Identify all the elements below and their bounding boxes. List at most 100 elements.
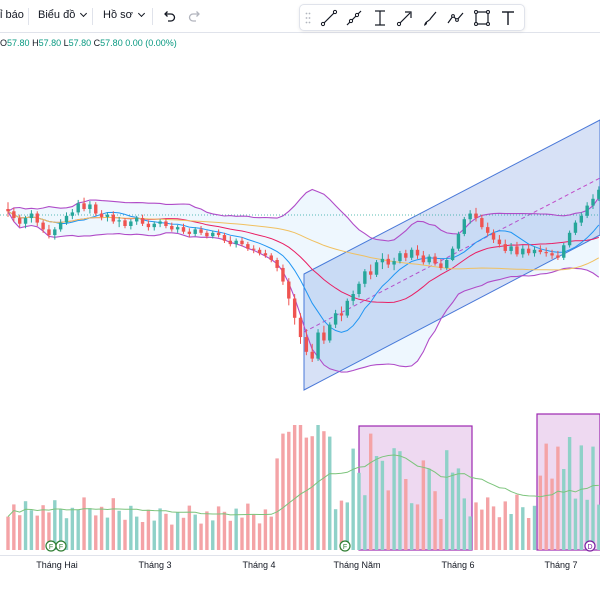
arrow-icon[interactable] bbox=[395, 8, 415, 28]
event-marker: F bbox=[55, 540, 67, 552]
volume-bar bbox=[585, 499, 589, 550]
brush-icon[interactable] bbox=[421, 8, 441, 28]
volume-bar bbox=[439, 519, 443, 550]
candle bbox=[76, 199, 80, 215]
undo-icon[interactable] bbox=[160, 7, 178, 25]
candle-body bbox=[304, 337, 309, 352]
candle-body bbox=[579, 215, 583, 223]
candle bbox=[363, 269, 367, 288]
volume-bar bbox=[556, 446, 560, 550]
candle bbox=[421, 250, 426, 265]
candle-body bbox=[47, 229, 51, 236]
volume-bar bbox=[526, 518, 531, 550]
candle-body bbox=[158, 221, 162, 224]
redo-icon[interactable] bbox=[186, 7, 204, 25]
candle bbox=[152, 221, 156, 231]
candle-body bbox=[316, 332, 320, 359]
candle bbox=[181, 223, 186, 234]
volume-bar bbox=[117, 510, 121, 550]
candle bbox=[328, 322, 332, 343]
candle-body bbox=[222, 235, 227, 241]
candle-body bbox=[322, 332, 326, 341]
candle bbox=[322, 325, 326, 344]
volume-bar bbox=[328, 436, 332, 550]
candle-body bbox=[6, 209, 10, 212]
change-value: 0.00 (0.00%) bbox=[125, 38, 177, 48]
candle bbox=[18, 214, 22, 228]
volume-bar bbox=[333, 509, 338, 550]
candle bbox=[491, 229, 496, 243]
profile-menu[interactable]: Hồ sơ bbox=[103, 9, 145, 21]
volume-bar bbox=[211, 520, 215, 550]
rectangle-icon[interactable] bbox=[472, 8, 492, 28]
volume-bar bbox=[322, 431, 326, 550]
text-icon[interactable] bbox=[498, 8, 518, 28]
volume-bar bbox=[509, 514, 513, 550]
event-marker-circle bbox=[339, 540, 351, 552]
volume-bar bbox=[228, 520, 232, 550]
candle-body bbox=[76, 203, 80, 213]
grip-icon[interactable] bbox=[305, 12, 311, 24]
volume-bar bbox=[6, 516, 10, 550]
candle bbox=[404, 249, 408, 262]
candle bbox=[468, 210, 472, 224]
candle bbox=[281, 264, 285, 285]
volume-bar bbox=[409, 503, 414, 550]
volume-bar bbox=[158, 508, 162, 550]
candle-body bbox=[64, 215, 69, 223]
candle bbox=[333, 309, 338, 328]
candle-body bbox=[474, 213, 478, 219]
volume-bar bbox=[205, 511, 209, 550]
indicators-menu[interactable]: ỉ báo bbox=[0, 9, 24, 21]
candle-body bbox=[164, 221, 168, 226]
candle-body bbox=[246, 244, 250, 249]
volume-bar bbox=[316, 425, 320, 550]
volume-bar bbox=[363, 495, 367, 550]
volume-bar bbox=[415, 504, 420, 550]
candle bbox=[298, 313, 303, 344]
candle-body bbox=[123, 220, 127, 226]
candle-body bbox=[298, 317, 303, 338]
candle-body bbox=[170, 226, 174, 230]
candle-body bbox=[486, 227, 490, 233]
candle-body bbox=[445, 260, 449, 268]
path-icon[interactable] bbox=[446, 8, 466, 28]
candle-body bbox=[521, 248, 525, 255]
volume-bar bbox=[82, 497, 86, 550]
cross-line-icon[interactable] bbox=[370, 8, 390, 28]
chart-menu[interactable]: Biểu đồ bbox=[38, 9, 88, 21]
candle-body bbox=[526, 248, 531, 254]
candle bbox=[257, 247, 262, 256]
candle bbox=[439, 258, 443, 271]
candle-body bbox=[181, 227, 186, 232]
volume-bar bbox=[474, 502, 478, 550]
close-value: 57.80 bbox=[100, 38, 123, 48]
volume-bar bbox=[310, 436, 314, 550]
volume-bar bbox=[275, 458, 279, 550]
volume-bar bbox=[521, 507, 525, 550]
candle-body bbox=[450, 248, 455, 260]
candle-body bbox=[567, 232, 572, 246]
candle-body bbox=[211, 232, 215, 237]
candle bbox=[532, 246, 537, 257]
candle bbox=[175, 224, 180, 233]
candle-body bbox=[187, 231, 192, 234]
volume-bar bbox=[199, 523, 203, 550]
candle bbox=[415, 245, 420, 259]
candle bbox=[427, 254, 431, 265]
trend-line-icon[interactable] bbox=[319, 8, 339, 28]
open-label: O bbox=[0, 38, 8, 48]
volume-bar bbox=[23, 501, 28, 550]
candle bbox=[47, 224, 51, 239]
candle bbox=[310, 343, 314, 362]
candle-body bbox=[287, 281, 291, 299]
candle-body bbox=[82, 203, 86, 209]
volume-bar bbox=[263, 509, 268, 550]
ray-icon[interactable] bbox=[344, 8, 364, 28]
candle bbox=[140, 214, 145, 226]
candle bbox=[316, 329, 320, 361]
volume-bar bbox=[53, 500, 57, 550]
candle-body bbox=[538, 249, 543, 253]
candle-body bbox=[140, 218, 145, 224]
